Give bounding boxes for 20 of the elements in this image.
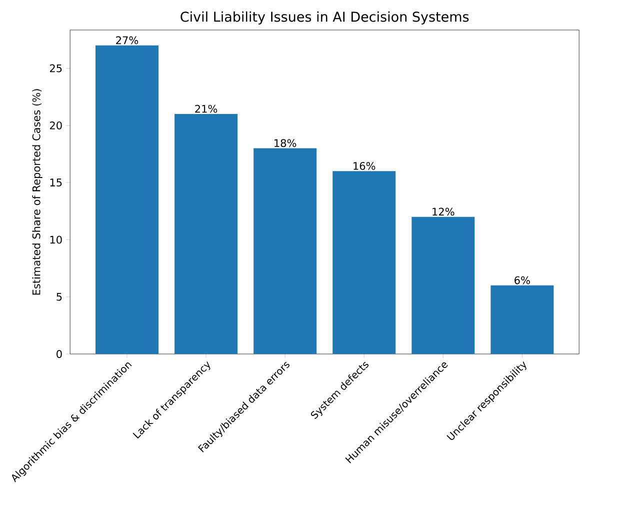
bar (490, 285, 554, 354)
y-axis-title: Estimated Share of Reported Cases (%) (32, 89, 42, 295)
bar (412, 216, 475, 354)
data-label: 21% (195, 104, 218, 113)
data-label: 16% (354, 162, 376, 170)
y-tick-label: 15 (50, 178, 62, 186)
y-tick-label: 5 (56, 292, 62, 301)
bar (174, 114, 238, 354)
data-label: 6% (514, 276, 530, 284)
data-label: 12% (432, 208, 454, 216)
data-label: 18% (274, 139, 296, 148)
data-label: 27% (116, 36, 138, 44)
y-tick-label: 25 (50, 64, 62, 72)
bar (96, 45, 159, 354)
bar (332, 171, 396, 354)
y-tick-label: 20 (50, 121, 62, 130)
bar (254, 148, 317, 354)
y-tick-label: 0 (56, 350, 62, 358)
y-tick-label: 10 (50, 236, 62, 244)
chart-title: Civil Liability Issues in AI Decision Systems (180, 11, 469, 24)
